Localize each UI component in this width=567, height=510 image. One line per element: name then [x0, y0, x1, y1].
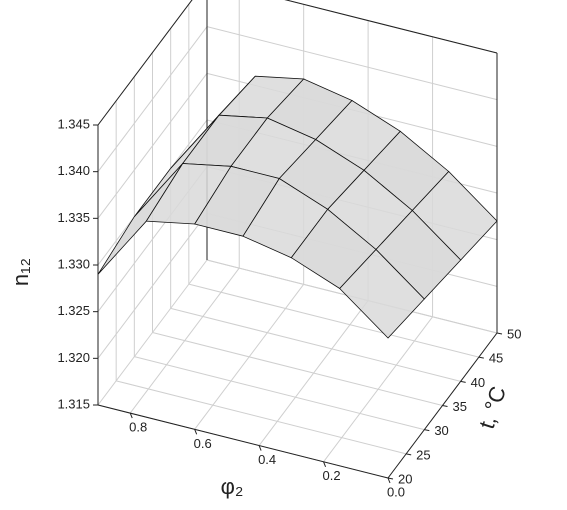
- tick-mark: [258, 445, 262, 451]
- z-tick-label: 1.335: [57, 210, 90, 225]
- tick-mark: [424, 429, 430, 432]
- axis-edge: [97, 404, 389, 479]
- grid-line: [170, 307, 461, 382]
- axis-edge: [284, 0, 498, 54]
- tick-mark: [323, 461, 327, 467]
- grid-line: [97, 26, 208, 172]
- grid-line: [97, 213, 208, 359]
- tick-mark: [460, 380, 466, 383]
- x-tick-label: 0.2: [323, 468, 341, 483]
- x-tick-label: 0.4: [258, 452, 276, 467]
- y-tick-label: 45: [489, 351, 503, 366]
- tick-mark: [129, 412, 133, 419]
- x-tick-label: 0.6: [194, 436, 212, 451]
- axis-edge: [97, 0, 193, 126]
- x-tick-label: 0.0: [387, 484, 405, 499]
- tick-mark: [387, 477, 391, 484]
- z-tick-label: 1.330: [57, 256, 90, 271]
- z-tick-label: 1.320: [57, 350, 90, 365]
- grid-line: [152, 332, 443, 406]
- x-tick-label: 0.8: [129, 420, 147, 435]
- z-axis-title: n₁₂: [8, 258, 33, 286]
- tick-mark: [478, 356, 484, 359]
- z-tick-label: 1.340: [57, 163, 90, 178]
- y-tick-label: 40: [471, 375, 485, 390]
- tick-mark: [442, 405, 448, 407]
- tick-mark: [496, 332, 503, 335]
- grid-line: [206, 26, 498, 101]
- z-tick-label: 1.315: [57, 396, 90, 411]
- x-axis-title: φ₂: [221, 474, 244, 499]
- y-tick-label: 50: [507, 326, 521, 341]
- grid-line: [188, 283, 479, 358]
- tick-mark: [406, 453, 412, 456]
- z-tick-label: 1.345: [57, 116, 90, 131]
- tick-mark: [194, 429, 198, 435]
- y-tick-label: 30: [434, 423, 448, 438]
- y-axis-title: t, °C: [474, 383, 511, 432]
- tick-mark: [387, 477, 394, 480]
- z-tick-label: 1.325: [57, 303, 90, 318]
- y-tick-label: 20: [398, 471, 412, 486]
- surface-patch: [339, 248, 425, 339]
- y-tick-label: 35: [453, 399, 467, 414]
- grid-line: [134, 356, 425, 431]
- y-tick-label: 25: [416, 447, 430, 462]
- grid-line: [97, 259, 208, 406]
- grid-line: [116, 380, 407, 455]
- grid-line: [97, 73, 208, 219]
